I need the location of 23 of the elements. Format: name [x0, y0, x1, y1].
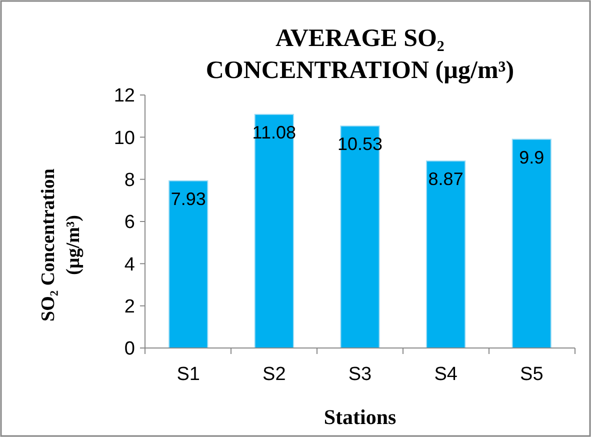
bar — [168, 180, 208, 348]
x-tick-label: S5 — [520, 364, 544, 385]
y-tick-label: 12 — [114, 86, 135, 107]
y-tick-label: 2 — [124, 296, 135, 318]
x-tick-label: S3 — [348, 364, 372, 385]
y-tick-label: 10 — [114, 128, 135, 149]
chart-title: AVERAGE SO₂ CONCENTRATION (µg/m³) — [206, 25, 514, 84]
y-tick-label: 8 — [124, 170, 135, 191]
x-tick-label: S1 — [176, 364, 200, 385]
x-tick-label: S2 — [262, 364, 286, 385]
y-axis-title: SO₂ Concentration (µg/m³) — [38, 168, 84, 322]
x-axis-title: Stations — [324, 405, 396, 429]
y-tick-label: 6 — [124, 212, 135, 234]
data-label: 9.9 — [519, 147, 544, 168]
bar — [512, 138, 552, 348]
bar — [254, 114, 294, 348]
data-label: 8.87 — [428, 168, 464, 189]
bar — [340, 125, 380, 348]
y-tick-label: 4 — [124, 254, 136, 276]
bar — [426, 160, 466, 348]
data-label: 7.93 — [170, 188, 206, 209]
x-tick-label: S4 — [434, 364, 458, 385]
y-tick-label: 0 — [124, 338, 135, 360]
